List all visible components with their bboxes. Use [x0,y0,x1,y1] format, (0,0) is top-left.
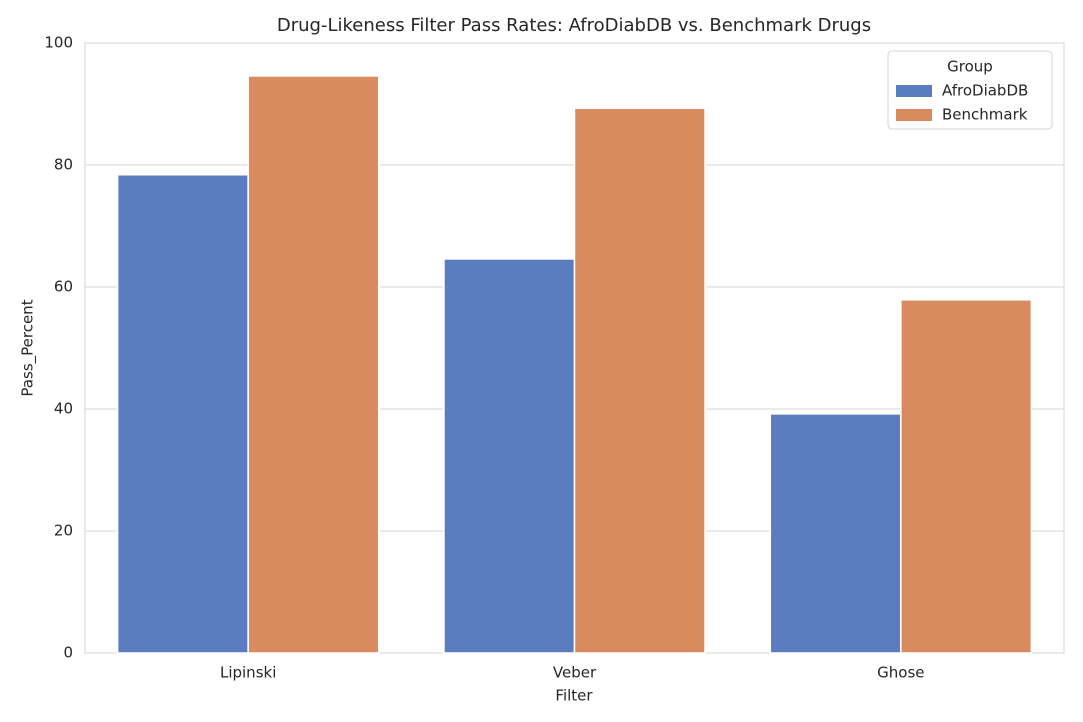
y-axis-label: Pass_Percent [19,299,38,396]
legend: Group AfroDiabDB Benchmark [887,50,1053,130]
x-tick-label: Lipinski [220,664,276,682]
x-tick-label: Veber [553,664,597,682]
x-tick-label: Ghose [877,664,924,682]
legend-title: Group [947,58,993,76]
legend-swatch [896,85,932,97]
chart-title: Drug-Likeness Filter Pass Rates: AfroDia… [277,15,871,36]
bar [769,413,902,654]
y-tick-label: 40 [54,400,73,418]
y-tick-label: 0 [63,644,73,662]
bar [116,174,249,654]
x-axis-label: Filter [555,687,593,705]
bar [900,299,1033,654]
y-tick-label: 60 [54,278,73,296]
bar [247,75,380,654]
legend-label: AfroDiabDB [942,82,1028,100]
y-tick-label: 80 [54,156,73,174]
legend-label: Benchmark [942,106,1028,124]
legend-swatch [896,109,932,121]
y-tick-label: 20 [54,522,73,540]
bar [443,258,576,654]
y-tick-label: 100 [44,34,73,52]
bar [573,107,706,654]
